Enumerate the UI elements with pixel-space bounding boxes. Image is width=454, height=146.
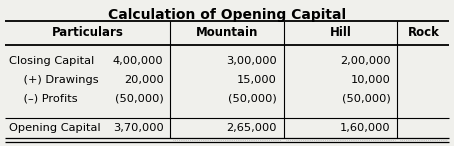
Text: Hill: Hill bbox=[330, 26, 351, 39]
Text: 2,00,000: 2,00,000 bbox=[340, 56, 390, 66]
Text: 4,00,000: 4,00,000 bbox=[113, 56, 163, 66]
Text: (50,000): (50,000) bbox=[342, 94, 390, 104]
Text: (–) Profits: (–) Profits bbox=[9, 94, 78, 104]
Text: Particulars: Particulars bbox=[51, 26, 123, 39]
Text: (+) Drawings: (+) Drawings bbox=[9, 75, 99, 85]
Text: 2,65,000: 2,65,000 bbox=[227, 123, 277, 133]
Text: 20,000: 20,000 bbox=[123, 75, 163, 85]
Text: (50,000): (50,000) bbox=[115, 94, 163, 104]
Text: Mountain: Mountain bbox=[196, 26, 258, 39]
Text: 3,00,000: 3,00,000 bbox=[226, 56, 277, 66]
Text: 1,60,000: 1,60,000 bbox=[340, 123, 390, 133]
Text: 15,000: 15,000 bbox=[237, 75, 277, 85]
Text: Rock: Rock bbox=[407, 26, 439, 39]
Text: Opening Capital: Opening Capital bbox=[9, 123, 101, 133]
Text: 3,70,000: 3,70,000 bbox=[113, 123, 163, 133]
Text: Calculation of Opening Capital: Calculation of Opening Capital bbox=[108, 8, 346, 22]
Text: Closing Capital: Closing Capital bbox=[9, 56, 94, 66]
Text: 10,000: 10,000 bbox=[350, 75, 390, 85]
Text: (50,000): (50,000) bbox=[228, 94, 277, 104]
